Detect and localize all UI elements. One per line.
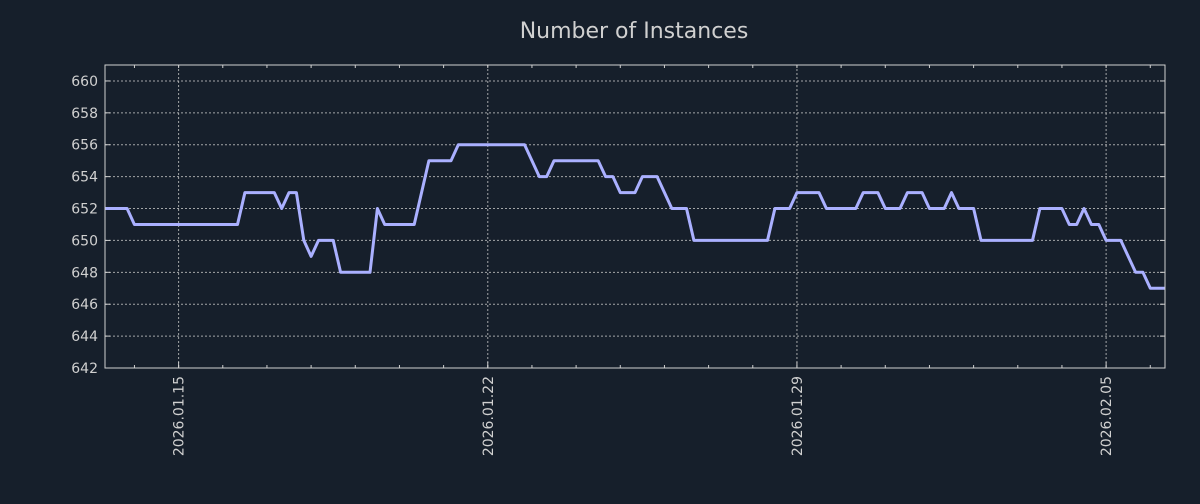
y-tick-label: 658 — [71, 106, 98, 122]
x-tick-label: 2026.01.22 — [481, 376, 497, 456]
y-tick-label: 648 — [71, 265, 98, 281]
y-tick-label: 644 — [71, 329, 98, 345]
x-axis: 2026.01.15 2026.01.22 2026.01.29 2026.02.05 — [133, 65, 1151, 456]
x-tick-label: 2026.01.29 — [790, 376, 806, 456]
y-tick-label: 654 — [71, 170, 98, 186]
x-tick-label: 2026.02.05 — [1099, 376, 1115, 456]
y-tick-label: 652 — [71, 202, 98, 218]
series-line-instances — [105, 143, 1165, 290]
chart-title: Number of Instances — [520, 19, 749, 44]
x-tick-label: 2026.01.15 — [172, 376, 188, 456]
y-tick-label: 642 — [71, 361, 98, 377]
y-tick-label: 660 — [71, 74, 98, 90]
y-tick-label: 656 — [71, 138, 98, 154]
y-tick-label: 646 — [71, 297, 98, 313]
y-axis: 642 644 646 648 650 652 654 656 658 660 — [71, 74, 1165, 377]
y-tick-label: 650 — [71, 233, 98, 249]
grid — [105, 65, 1165, 369]
plot-frame — [104, 64, 1166, 369]
